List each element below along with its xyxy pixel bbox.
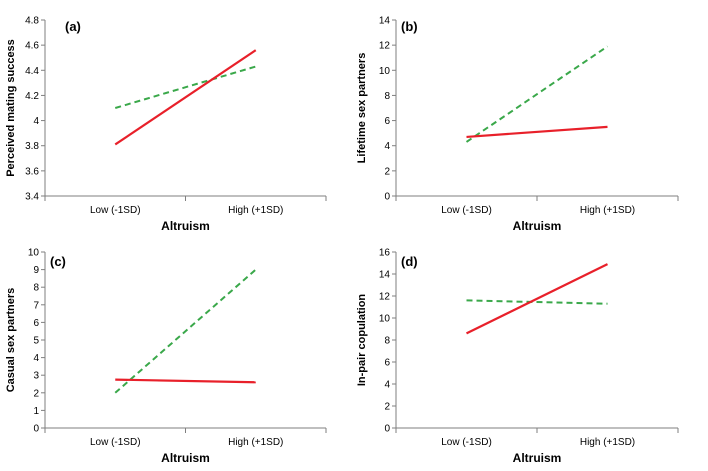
x-tick-label: Low (-1SD) [441, 437, 492, 448]
chart-panel: 0 2 4 6 8 10 12 14 Low (-1SD) High (+1SD) Altruism… [356, 16, 679, 233]
y-axis-title: Casual sex partners [5, 288, 17, 393]
x-axis-title: Altruism [513, 219, 562, 233]
panel-label: (c) [50, 254, 66, 269]
y-axis-title: Perceived mating success [5, 39, 17, 177]
y-tick-label: 16 [379, 248, 391, 259]
y-tick-label: 1 [33, 406, 39, 417]
y-tick-label: 6 [384, 358, 390, 369]
dashed-series-line [114, 65, 257, 109]
dashed-series-line [114, 268, 257, 394]
x-tick-label: Low (-1SD) [90, 205, 141, 216]
y-tick-label: 6 [33, 318, 39, 329]
y-tick-label: 10 [28, 248, 40, 259]
y-tick-label: 10 [379, 66, 391, 77]
x-axis-title: Altruism [161, 219, 210, 233]
x-axis-title: Altruism [513, 451, 562, 465]
panel-label: (a) [65, 19, 81, 34]
solid-series-line [115, 378, 256, 384]
y-tick-label: 6 [384, 116, 390, 127]
y-tick-label: 8 [384, 336, 390, 347]
x-tick-label: High (+1SD) [228, 437, 283, 448]
y-tick-label: 2 [384, 166, 390, 177]
y-tick-label: 0 [33, 424, 39, 435]
panel-label: (b) [401, 19, 418, 34]
y-axis-title: In-pair copulation [356, 294, 368, 387]
solid-series-line [114, 49, 257, 146]
x-tick-label: High (+1SD) [228, 205, 283, 216]
x-axis-title: Altruism [161, 451, 210, 465]
y-tick-label: 2 [384, 402, 390, 413]
panel-label: (d) [401, 254, 418, 269]
solid-series-line [466, 125, 608, 139]
y-tick-label: 4 [384, 141, 390, 152]
y-tick-label: 14 [379, 270, 391, 281]
y-tick-label: 12 [379, 292, 391, 303]
chart-panel: 0 2 4 6 8 10 12 14 16 Low (-1SD) High (+1SD) Altrui… [356, 248, 679, 465]
y-tick-label: 4.6 [25, 41, 39, 52]
y-axis-title: Lifetime sex partners [356, 53, 368, 164]
y-tick-label: 2 [33, 388, 39, 399]
x-tick-label: High (+1SD) [580, 437, 635, 448]
dashed-series-line [465, 45, 609, 143]
x-tick-label: Low (-1SD) [90, 437, 141, 448]
y-tick-label: 4.8 [25, 16, 39, 27]
y-tick-label: 4.2 [25, 91, 39, 102]
y-tick-label: 3.4 [25, 192, 39, 203]
y-tick-label: 7 [33, 300, 39, 311]
y-tick-label: 3.8 [25, 141, 39, 152]
y-tick-label: 9 [33, 265, 39, 276]
y-tick-label: 4 [33, 353, 39, 364]
solid-series-line [466, 263, 608, 335]
y-tick-label: 0 [384, 424, 390, 435]
y-tick-label: 4 [33, 116, 39, 127]
x-tick-label: Low (-1SD) [441, 205, 492, 216]
y-tick-label: 8 [384, 91, 390, 102]
y-tick-label: 3.6 [25, 166, 39, 177]
y-tick-label: 5 [33, 336, 39, 347]
chart-panel: 0 1 2 3 4 5 6 7 8 9 10 Low (-1SD) High (+1SD) Altruis… [5, 248, 327, 465]
y-tick-label: 14 [379, 16, 391, 27]
y-tick-label: 12 [379, 41, 391, 52]
y-tick-label: 3 [33, 371, 39, 382]
y-tick-label: 4.4 [25, 66, 39, 77]
x-tick-label: High (+1SD) [580, 205, 635, 216]
y-tick-label: 8 [33, 283, 39, 294]
y-tick-label: 0 [384, 192, 390, 203]
dashed-series-line [466, 299, 608, 305]
y-tick-label: 4 [384, 380, 390, 391]
chart-panel: 3.4 3.6 3.8 4 4.2 4.4 4.6 4.8 Low (-1SD) High (+1… [5, 16, 327, 233]
y-tick-label: 10 [379, 314, 391, 325]
